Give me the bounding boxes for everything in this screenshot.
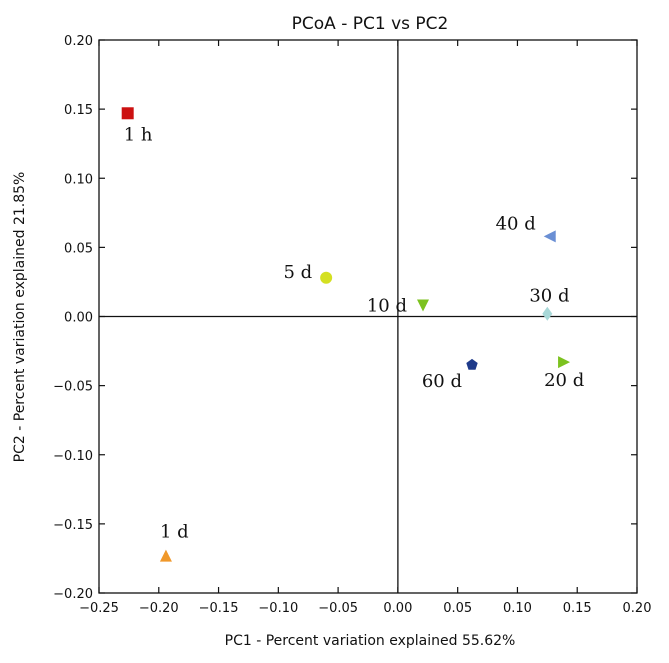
data-point-5-d — [320, 271, 333, 284]
x-tick-label: −0.25 — [79, 601, 119, 616]
y-tick-label: 0.00 — [64, 311, 93, 326]
x-tick-label: −0.10 — [258, 601, 298, 616]
chart-title: PCoA - PC1 vs PC2 — [292, 14, 449, 34]
point-label: 20 d — [544, 370, 584, 391]
data-point-30-d — [542, 306, 553, 321]
point-label: 1 h — [124, 124, 153, 145]
data-point-1-h — [121, 107, 134, 120]
y-tick-label: 0.20 — [64, 34, 93, 49]
x-tick-label: 0.00 — [383, 601, 412, 616]
point-label: 40 d — [496, 213, 536, 234]
x-axis-ticks: −0.25 −0.20 −0.15 −0.10 −0.05 0.00 0.05 0.10 0.1… — [79, 40, 651, 616]
x-tick-label: −0.15 — [199, 601, 239, 616]
data-point-1-d — [159, 549, 172, 562]
data-point-40-d — [543, 230, 556, 243]
x-tick-label: 0.15 — [563, 601, 592, 616]
data-point-10-d — [416, 299, 429, 312]
data-point-20-d — [558, 356, 571, 369]
data-points — [121, 107, 571, 562]
x-tick-label: 0.20 — [623, 601, 652, 616]
x-tick-label: −0.05 — [318, 601, 358, 616]
y-tick-label: 0.10 — [64, 172, 93, 187]
y-tick-label: −0.10 — [53, 449, 93, 464]
point-labels: 1 h 1 d 5 d 10 d 20 d 30 d 40 d 60 d — [124, 124, 585, 542]
point-label: 10 d — [367, 295, 407, 316]
x-axis-label: PC1 - Percent variation explained 55.62% — [225, 633, 516, 649]
y-tick-label: −0.20 — [53, 587, 93, 602]
data-point-60-d — [466, 358, 478, 370]
x-tick-label: 0.10 — [503, 601, 532, 616]
point-label: 5 d — [283, 262, 312, 283]
y-axis-ticks: 0.20 0.15 0.10 0.05 0.00 −0.05 −0.10 −0.15 −0.20 — [53, 34, 637, 602]
point-label: 1 d — [160, 522, 189, 543]
y-tick-label: −0.05 — [53, 380, 93, 395]
y-tick-label: 0.05 — [64, 241, 93, 256]
x-tick-label: 0.05 — [443, 601, 472, 616]
y-tick-label: −0.15 — [53, 518, 93, 533]
y-tick-label: 0.15 — [64, 103, 93, 118]
point-label: 60 d — [422, 371, 462, 392]
y-axis-label: PC2 - Percent variation explained 21.85% — [12, 172, 28, 463]
x-tick-label: −0.20 — [139, 601, 179, 616]
point-label: 30 d — [529, 286, 569, 307]
